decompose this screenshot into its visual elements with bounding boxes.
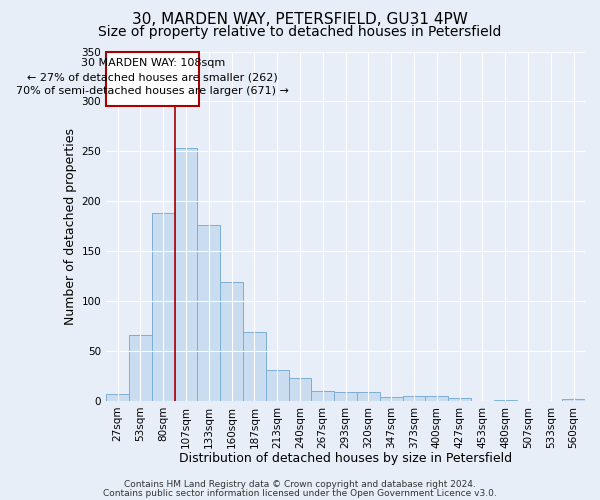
FancyBboxPatch shape — [106, 52, 199, 106]
Text: 30 MARDEN WAY: 108sqm
← 27% of detached houses are smaller (262)
70% of semi-det: 30 MARDEN WAY: 108sqm ← 27% of detached … — [16, 58, 289, 96]
Y-axis label: Number of detached properties: Number of detached properties — [64, 128, 77, 324]
Bar — [448, 398, 471, 401]
Bar — [243, 332, 266, 401]
Bar — [106, 394, 129, 401]
Bar — [152, 213, 175, 401]
Bar — [357, 392, 380, 401]
Bar — [311, 391, 334, 401]
Bar — [425, 396, 448, 401]
Bar — [175, 148, 197, 401]
X-axis label: Distribution of detached houses by size in Petersfield: Distribution of detached houses by size … — [179, 452, 512, 465]
Bar — [197, 225, 220, 401]
Text: Contains public sector information licensed under the Open Government Licence v3: Contains public sector information licen… — [103, 488, 497, 498]
Bar — [129, 335, 152, 401]
Bar — [289, 378, 311, 401]
Bar — [220, 282, 243, 401]
Bar — [266, 370, 289, 401]
Text: Contains HM Land Registry data © Crown copyright and database right 2024.: Contains HM Land Registry data © Crown c… — [124, 480, 476, 489]
Text: Size of property relative to detached houses in Petersfield: Size of property relative to detached ho… — [98, 25, 502, 39]
Bar — [562, 399, 585, 401]
Text: 30, MARDEN WAY, PETERSFIELD, GU31 4PW: 30, MARDEN WAY, PETERSFIELD, GU31 4PW — [132, 12, 468, 28]
Bar — [380, 397, 403, 401]
Bar — [334, 392, 357, 401]
Bar — [403, 396, 425, 401]
Bar — [494, 400, 517, 401]
